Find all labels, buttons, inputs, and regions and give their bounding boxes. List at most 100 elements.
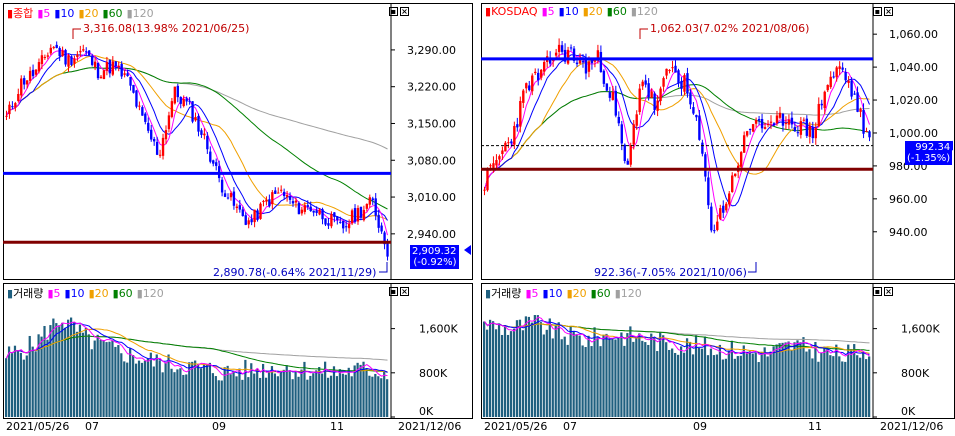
candle-body <box>350 210 354 224</box>
candle-body <box>386 242 389 257</box>
volume-bar <box>199 368 203 417</box>
volume-bar <box>350 376 353 417</box>
candle-body <box>489 165 492 167</box>
candle-body <box>164 130 168 140</box>
volume-ma-10 <box>484 320 870 356</box>
close-x-icon[interactable]: × <box>884 6 893 16</box>
volume-bar <box>748 351 751 417</box>
volume-bar <box>697 347 701 417</box>
candle-body <box>796 132 800 134</box>
candle-body <box>79 50 82 53</box>
candle-body <box>194 116 197 121</box>
volume-bar <box>371 376 374 417</box>
candle-body <box>241 209 244 216</box>
candle-body <box>67 55 70 67</box>
candle-body <box>280 189 283 191</box>
legend-ma20: ▮ 20 <box>78 6 99 20</box>
ma-line-120 <box>484 91 870 190</box>
volume-bar <box>81 332 85 417</box>
volume-bar <box>488 319 492 417</box>
volume-bar <box>614 339 617 417</box>
candle-body <box>516 124 519 128</box>
candle-body <box>161 137 165 156</box>
volume-bar <box>309 375 312 417</box>
candle-body <box>534 71 537 74</box>
volume-bar <box>509 331 513 417</box>
volume-bar <box>123 361 126 417</box>
volume-bar <box>536 315 539 417</box>
candle-body <box>844 71 847 81</box>
candle-body <box>105 62 109 71</box>
volume-bar <box>185 374 188 417</box>
volume-bar <box>497 323 501 417</box>
panel-frame <box>481 3 955 280</box>
volume-bar <box>736 356 739 417</box>
volume-bar <box>194 360 197 417</box>
candle-body <box>117 65 120 68</box>
candle-body <box>811 127 814 139</box>
candle-body <box>772 123 776 126</box>
close-x-icon[interactable]: × <box>400 6 409 16</box>
volume-bar <box>856 355 859 417</box>
candle-body <box>742 135 746 153</box>
volume-bar <box>790 350 793 417</box>
candle-body <box>14 103 17 108</box>
candle-body <box>209 151 212 162</box>
candle-body <box>371 198 374 201</box>
candle-body <box>152 138 156 142</box>
candle-body <box>306 205 309 207</box>
y-tick-label: 800K <box>419 367 448 380</box>
current-price-marker <box>464 244 471 255</box>
menu-square-icon[interactable]: ▪ <box>389 286 398 296</box>
x-label-left-jul: 07 <box>85 420 99 433</box>
volume-bar <box>823 346 826 417</box>
volume-bar <box>483 321 486 417</box>
volume-bar <box>318 367 321 417</box>
y-tick-label: 2,940.00 <box>407 228 456 241</box>
candle-body <box>650 91 653 98</box>
legend-item-index: ▮ KOSDAQ <box>485 5 538 18</box>
legend-vma120: ▮ 120 <box>614 286 642 300</box>
volume-bar <box>862 352 865 417</box>
candle-body <box>611 92 615 100</box>
candle-body <box>710 206 713 231</box>
menu-square-icon[interactable]: ▪ <box>389 6 398 16</box>
close-x-icon[interactable]: × <box>400 286 409 296</box>
candle-body <box>200 130 203 135</box>
volume-bar <box>365 368 368 417</box>
volume-bar <box>617 337 620 417</box>
candle-body <box>596 50 600 59</box>
volume-bar <box>137 360 141 417</box>
candle-body <box>368 197 371 205</box>
candle-body <box>659 88 662 101</box>
ma-line-60 <box>6 67 388 210</box>
volume-bar <box>250 363 253 417</box>
low-annotation: 922.36(-7.05% 2021/10/06) <box>594 266 747 279</box>
candle-body <box>829 76 832 88</box>
volume-bar <box>247 377 250 417</box>
candle-body <box>608 92 612 98</box>
volume-bar <box>253 373 256 417</box>
y-tick-label: 3,220.00 <box>407 81 456 94</box>
volume-bar <box>706 355 710 417</box>
volume-bar <box>575 333 578 417</box>
volume-bar <box>220 380 223 417</box>
candle-body <box>587 61 591 72</box>
volume-bar <box>817 361 820 417</box>
candle-body <box>342 220 345 229</box>
candle-body <box>268 199 271 207</box>
volume-bar <box>494 329 498 417</box>
close-x-icon[interactable]: × <box>884 286 893 296</box>
volume-bar <box>751 353 754 417</box>
volume-bar <box>829 355 832 417</box>
candle-body <box>704 154 707 177</box>
candle-body <box>626 160 629 165</box>
candle-body <box>719 208 722 219</box>
candle-body <box>88 50 91 56</box>
kosdaq-current-change: (-1.35%) <box>907 153 951 164</box>
volume-bar <box>22 359 25 417</box>
legend-ma60: ▮ 60 <box>606 5 627 18</box>
volume-bar <box>572 331 575 417</box>
high-annotation: 1,062.03(7.02% 2021/08/06) <box>650 22 809 35</box>
candle-body <box>677 70 680 84</box>
